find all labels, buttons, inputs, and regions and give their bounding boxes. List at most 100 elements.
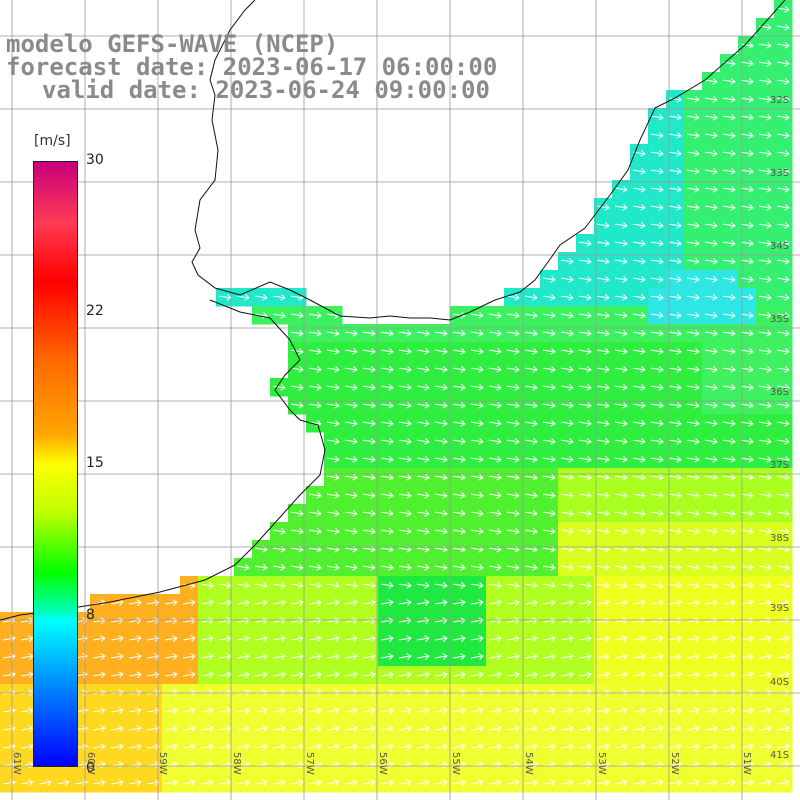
wind-arrow [561,635,574,642]
wind-arrow [21,725,34,732]
wind-arrow [560,383,574,391]
wind-arrow [344,419,358,427]
wind-arrow [759,707,772,714]
wind-arrow [597,779,610,786]
wind-arrow [596,581,610,589]
wind-arrow [776,419,790,427]
wind-arrow [254,293,268,301]
wind-arrow [489,725,502,732]
wind-arrow [290,545,304,553]
wind-arrow [542,383,556,391]
wind-arrow [596,401,610,409]
wind-arrow [686,329,700,337]
wind-arrow [615,725,628,732]
wind-arrow [632,185,646,193]
wind-arrow [669,599,682,606]
wind-arrow [704,383,718,391]
wind-arrow [686,365,700,373]
wind-arrow [704,131,718,139]
wind-arrow [470,491,484,499]
lon-label-60w: 60W [85,752,96,775]
wind-arrow [758,41,772,49]
wind-arrow [327,671,340,678]
wind-arrow [435,653,448,660]
wind-arrow [542,545,556,553]
wind-arrow [650,473,664,481]
wind-arrow [93,707,106,714]
wind-arrow [686,167,700,175]
lon-label-55w: 55W [450,752,461,775]
wind-arrow [471,779,484,786]
wind-arrow [111,743,124,750]
wind-arrow [687,779,700,786]
wind-arrow [741,743,754,750]
wind-arrow [650,581,664,589]
wind-arrow [740,77,754,85]
wind-arrow [399,653,412,660]
wind-arrow [236,293,250,301]
wind-arrow [255,671,268,678]
colorbar-tick-22: 22 [86,303,104,319]
wind-arrow [650,149,664,157]
wind-arrow [524,365,538,373]
wind-arrow [651,707,664,714]
wind-arrow [327,653,340,660]
wind-arrow [488,347,502,355]
wind-arrow [291,599,304,606]
wind-arrow [632,365,646,373]
lon-label-54w: 54W [523,752,534,775]
wind-arrow [344,365,358,373]
wind-arrow [255,707,268,714]
wind-arrow [542,293,556,301]
wind-arrow [758,95,772,103]
wind-arrow [596,275,610,283]
wind-arrow [722,365,736,373]
wind-arrow [543,707,556,714]
wind-arrow [632,347,646,355]
wind-arrow [596,491,610,499]
wind-arrow [290,347,304,355]
wind-arrow [344,401,358,409]
wind-arrow [326,437,340,445]
wind-arrow [632,293,646,301]
wind-arrow [344,491,358,499]
wind-arrow [398,473,412,481]
wind-arrow [291,743,304,750]
wind-arrow [722,275,736,283]
wind-arrow [704,581,718,589]
wind-arrow [668,275,682,283]
wind-arrow [704,77,718,85]
wind-arrow [453,725,466,732]
wind-arrow [524,383,538,391]
wind-arrow [453,671,466,678]
wind-arrow [740,473,754,481]
wind-arrow [668,509,682,517]
wind-arrow [488,401,502,409]
wind-arrow [273,779,286,786]
wind-arrow [776,365,790,373]
wind-arrow [524,347,538,355]
wind-arrow [705,635,718,642]
wind-arrow [650,545,664,553]
wind-arrow [326,545,340,553]
wind-arrow [651,743,664,750]
wind-arrow [704,347,718,355]
wind-arrow [309,707,322,714]
wind-arrow [506,455,520,463]
wind-arrow [381,653,394,660]
wind-arrow [380,581,394,589]
wind-arrow [308,311,322,319]
wind-arrow [632,563,646,571]
wind-arrow [578,455,592,463]
wind-arrow [596,311,610,319]
wind-arrow [506,545,520,553]
wind-arrow [363,779,376,786]
wind-arrow [758,329,772,337]
wind-arrow [597,599,610,606]
wind-arrow [201,743,214,750]
wind-arrow [596,293,610,301]
wind-arrow [147,599,160,606]
wind-arrow [417,635,430,642]
wind-arrow [416,365,430,373]
wind-arrow [506,293,520,301]
